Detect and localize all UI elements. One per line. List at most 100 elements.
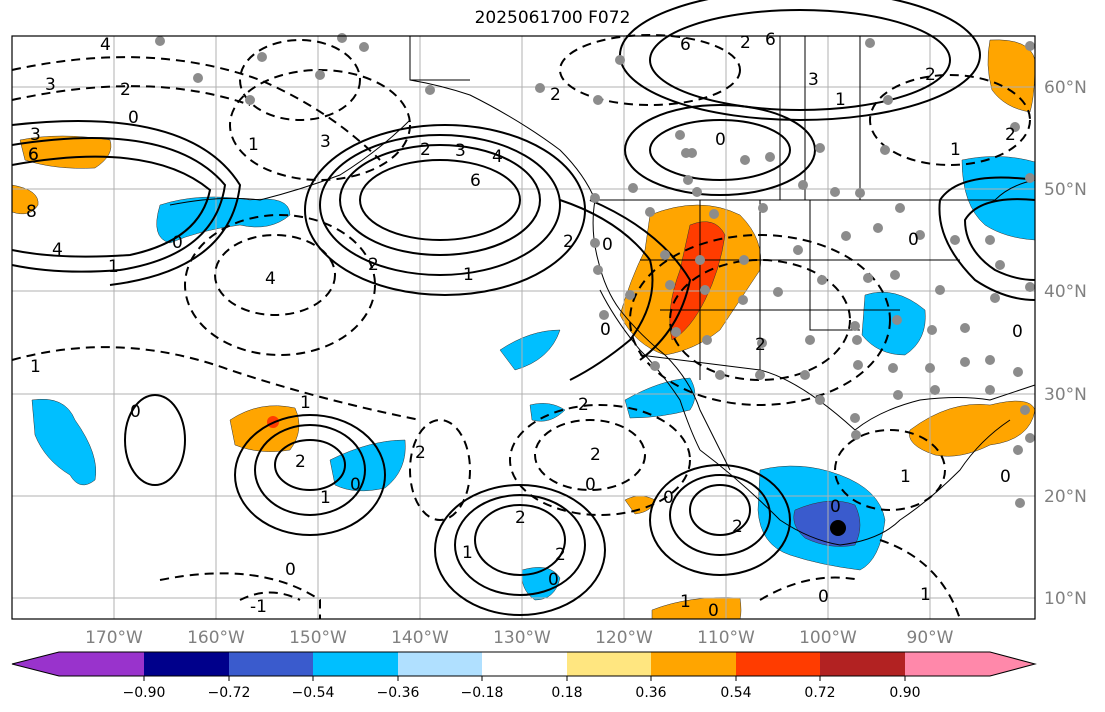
coast-mexico bbox=[699, 419, 1011, 546]
contour-label: 0 bbox=[285, 560, 296, 580]
contour-label: 2 bbox=[515, 508, 526, 528]
coast-gulf bbox=[854, 384, 1036, 431]
contour-label: 2 bbox=[578, 395, 589, 415]
colorbar-tick: −0.18 bbox=[461, 685, 504, 701]
shade-positive-hawaii bbox=[229, 405, 300, 452]
contour-label: 1 bbox=[462, 543, 473, 563]
contour-label: 0 bbox=[600, 320, 611, 340]
lon-tick: 150°W bbox=[289, 628, 347, 648]
lon-tick: 110°W bbox=[697, 628, 755, 648]
map-frame bbox=[11, 35, 1036, 620]
contour-label: 3 bbox=[45, 75, 56, 95]
lon-tick: 170°W bbox=[85, 628, 143, 648]
contour-label: 0 bbox=[172, 233, 183, 253]
contour-label: 2 bbox=[732, 517, 743, 537]
lat-tick: 50°N bbox=[1044, 180, 1087, 200]
contour-label: 0 bbox=[908, 230, 919, 250]
contour-label: 0 bbox=[715, 130, 726, 150]
contour-label: 4 bbox=[52, 240, 63, 260]
contour-label: 2 bbox=[368, 255, 379, 275]
border-canada-prov bbox=[779, 36, 861, 200]
contour-label: 3 bbox=[320, 132, 331, 152]
contour-label: 3 bbox=[30, 125, 41, 145]
colorbar-extend-left bbox=[12, 652, 59, 676]
lat-tick: 10°N bbox=[1044, 589, 1087, 609]
contour-label: 6 bbox=[470, 171, 481, 191]
colorbar-tick: 0.18 bbox=[551, 685, 582, 701]
contour-label: 2 bbox=[925, 65, 936, 85]
contour-label: 4 bbox=[100, 35, 111, 55]
storm-center-marker bbox=[830, 520, 846, 536]
contour-label: 2 bbox=[295, 452, 306, 472]
lat-tick: 40°N bbox=[1044, 282, 1087, 302]
contour-label: 2 bbox=[590, 445, 601, 465]
graticule bbox=[12, 36, 1035, 619]
contour-label: 1 bbox=[248, 135, 259, 155]
colorbar-bin bbox=[144, 652, 229, 676]
contour-label: 0 bbox=[818, 587, 829, 607]
contour-label: 0 bbox=[130, 402, 141, 422]
map-title: 2025061700 F072 bbox=[474, 8, 631, 28]
colorbar-tick: 0.54 bbox=[720, 685, 751, 701]
lon-tick: 140°W bbox=[391, 628, 449, 648]
contour-label: 1 bbox=[463, 265, 474, 285]
contour-label: 1 bbox=[300, 393, 311, 413]
border-alaska-canada bbox=[409, 36, 470, 81]
contour-label: 0 bbox=[1000, 467, 1011, 487]
contour-label-layer: 4 3 2 0 3 6 6 8 4 1 0 1 4 3 2 2 6 4 3 2 … bbox=[26, 30, 1023, 621]
contour-label: 0 bbox=[585, 475, 596, 495]
lat-axis: 60°N 50°N 40°N 30°N 20°N 10°N bbox=[1044, 78, 1087, 609]
lon-tick: 130°W bbox=[493, 628, 551, 648]
colorbar-bin bbox=[482, 652, 567, 676]
contour-label: 1 bbox=[30, 357, 41, 377]
shade-negative-baja bbox=[499, 329, 561, 371]
colorbar-bin bbox=[651, 652, 736, 676]
contour-label: 1 bbox=[950, 140, 961, 160]
border-state-3 bbox=[809, 200, 860, 331]
lon-tick: 160°W bbox=[187, 628, 245, 648]
colorbar-tick: −0.72 bbox=[208, 685, 251, 701]
contour-label: 4 bbox=[492, 147, 503, 167]
contour-label: 3 bbox=[455, 141, 466, 161]
colorbar-bin bbox=[905, 652, 990, 676]
colorbar-bin bbox=[736, 652, 820, 676]
lat-tick: 30°N bbox=[1044, 385, 1087, 405]
shade-negative-west-pacific bbox=[31, 398, 96, 486]
contour-label: 6 bbox=[28, 145, 39, 165]
lon-tick: 90°W bbox=[907, 628, 954, 648]
contour-label: 2 bbox=[755, 335, 766, 355]
colorbar-bin bbox=[567, 652, 651, 676]
colorbar-bin bbox=[398, 652, 482, 676]
colorbar-outline bbox=[11, 651, 1037, 677]
lat-tick: 20°N bbox=[1044, 487, 1087, 507]
coast-alaska bbox=[409, 36, 731, 471]
lon-tick: 120°W bbox=[595, 628, 653, 648]
contour-label: 2 bbox=[415, 443, 426, 463]
contour-label: 1 bbox=[835, 90, 846, 110]
contour-label: 6 bbox=[680, 35, 691, 55]
contour-label: 0 bbox=[602, 235, 613, 255]
shade-negative-central-pacific bbox=[329, 439, 406, 492]
lon-axis: 170°W 160°W 150°W 140°W 130°W 120°W 110°… bbox=[85, 628, 954, 648]
contour-label: 0 bbox=[708, 601, 719, 621]
contour-label: 2 bbox=[740, 33, 751, 53]
contour-label: 0 bbox=[128, 108, 139, 128]
contour-label-neg: -1 bbox=[250, 597, 267, 617]
contour-label: 6 bbox=[765, 30, 776, 50]
contour-label: 1 bbox=[108, 257, 119, 277]
colorbar-extend-right bbox=[990, 652, 1035, 676]
colorbar-tick: 0.90 bbox=[889, 685, 920, 701]
contour-label: 3 bbox=[808, 70, 819, 90]
colorbar-tick: 0.36 bbox=[635, 685, 666, 701]
colorbar-bin bbox=[229, 652, 313, 676]
contour-label: 2 bbox=[555, 545, 566, 565]
contours-negative bbox=[11, 34, 1031, 620]
contour-label: 1 bbox=[920, 585, 931, 605]
colorbar-tick: −0.54 bbox=[292, 685, 335, 701]
contour-label: 2 bbox=[1005, 125, 1016, 145]
contour-label: 1 bbox=[900, 467, 911, 487]
contour-label: 2 bbox=[550, 85, 561, 105]
contour-label: 6 bbox=[28, 145, 39, 165]
contour-label: 0 bbox=[830, 497, 841, 517]
